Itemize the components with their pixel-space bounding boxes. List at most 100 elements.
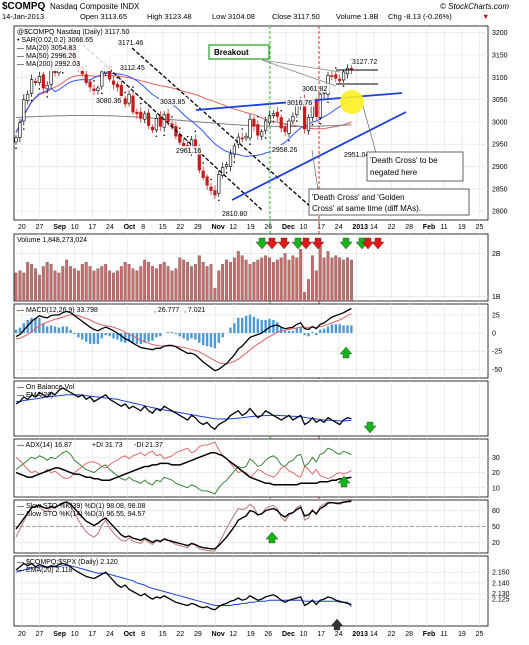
macd-histogram-bar	[124, 333, 127, 343]
price-candle	[127, 93, 131, 104]
death-cross-pointer	[362, 105, 379, 161]
volume-bar	[131, 268, 135, 302]
x-tick-label: 11	[440, 224, 447, 231]
price-candle	[244, 135, 248, 139]
volume-bar	[158, 264, 162, 302]
price-candle	[139, 111, 143, 119]
price-candle	[49, 68, 53, 85]
macd-histogram-bar	[264, 319, 267, 334]
volume-bar	[197, 255, 201, 302]
macd-histogram-bar	[229, 327, 232, 334]
macd-histogram-bar	[178, 333, 181, 337]
price-candle	[306, 117, 311, 132]
quote-close: Close 3117.50	[272, 12, 320, 21]
volume-bar	[174, 268, 178, 302]
volume-bar	[193, 264, 197, 302]
volume-bar	[37, 274, 41, 302]
instrument-name: Nasdaq Composite INDX	[50, 2, 140, 11]
sar-dot	[210, 178, 212, 181]
x-tick-label-bottom: Nov	[212, 631, 225, 638]
macd-line	[15, 307, 352, 372]
price-label-bg	[95, 96, 124, 105]
price-label-bg	[221, 209, 250, 218]
cross-note-pointer	[311, 149, 319, 191]
volume-bar	[244, 259, 248, 302]
price-label-bg	[301, 84, 330, 93]
macd-histogram-bar	[322, 328, 326, 334]
volume-bar	[295, 257, 299, 302]
red-arrow-icon	[277, 237, 291, 250]
price-candle	[115, 84, 119, 88]
macd-histogram-bar	[186, 333, 189, 341]
price-candle	[143, 113, 147, 120]
price-label-bg	[117, 38, 146, 47]
x-tick-label-bottom: 2013	[352, 631, 368, 638]
x-tick-label: 22	[388, 224, 396, 231]
dark-arrow-icon	[330, 618, 344, 631]
quote-change: Chg -8.13 (-0.26%)	[388, 12, 452, 21]
price-tick-label: 3000	[492, 119, 508, 126]
price-candle	[166, 113, 170, 123]
sar-dot	[38, 88, 41, 90]
quote-date: 14-Jan-2013	[2, 12, 44, 21]
macd-histogram-bar	[30, 317, 33, 334]
macd-histogram-bar	[57, 327, 61, 334]
sar-dot	[296, 120, 298, 122]
price-tick-label: 2850	[492, 186, 508, 193]
volume-bar	[92, 270, 96, 302]
volume-bar	[123, 261, 127, 302]
price-legend-item: — MA(50) 2996.26	[17, 53, 76, 60]
x-tick-label-bottom: 22	[176, 631, 184, 638]
change-down-icon: ▼	[482, 12, 489, 21]
x-tick-label-bottom: Dec	[282, 631, 295, 638]
macd-histogram-bar	[46, 326, 49, 334]
macd-histogram-bar	[342, 325, 345, 334]
macd-histogram-bar	[112, 333, 115, 339]
x-tick-label-bottom: 8	[141, 631, 145, 638]
price-candle	[33, 81, 38, 83]
price-legend-item: @$COMPQ Nasdaq (Daily) 3117.50	[17, 29, 130, 36]
x-tick-label: 20	[18, 224, 26, 231]
volume-bar	[330, 257, 334, 302]
volume-bar	[170, 270, 174, 302]
x-tick-label-bottom: 28	[405, 631, 413, 638]
ratio-ema-line	[15, 565, 352, 607]
quote-high: High 3123.48	[147, 12, 192, 21]
macd-histogram-bar	[252, 316, 256, 334]
stochastic-tick-label: 50	[492, 524, 500, 531]
macd-histogram-bar	[350, 325, 353, 334]
minus-di-legend: -DI 21.37	[134, 442, 163, 449]
price-candle	[26, 93, 30, 101]
macd-histogram-bar	[166, 331, 170, 334]
sar-dot	[233, 161, 236, 163]
macd-histogram-bar	[143, 333, 146, 343]
macd-histogram-bar	[198, 333, 201, 343]
macd-histogram-bar	[22, 323, 25, 334]
volume-tick-label: 1B	[492, 294, 501, 301]
macd-histogram-bar	[256, 318, 259, 334]
price-label-bg	[119, 63, 148, 72]
macd-histogram-bar	[241, 317, 244, 334]
volume-bar	[217, 270, 221, 302]
price-label-bg	[175, 146, 204, 155]
x-tick-label: 24	[335, 224, 343, 231]
sar-dot	[218, 199, 220, 202]
price-legend-bg	[15, 27, 111, 71]
green-arrow-icon	[339, 346, 353, 359]
macd-histogram-bar	[151, 333, 154, 341]
volume-bar	[14, 272, 18, 302]
sar-dot	[272, 121, 275, 123]
price-candle	[158, 116, 162, 127]
price-candle	[84, 74, 88, 83]
sar-dot	[335, 67, 337, 69]
macd-histogram-bar	[338, 324, 341, 334]
sar-dot	[225, 171, 228, 174]
macd-histogram-bar	[190, 333, 193, 339]
x-tick-label: 8	[141, 224, 145, 231]
price-label: 3033.85	[160, 99, 185, 106]
x-tick-label: 24	[106, 224, 114, 231]
x-tick-label-bottom: 12	[229, 631, 237, 638]
x-tick-label-bottom: 11	[440, 631, 447, 638]
macd-histogram-bar	[85, 333, 88, 342]
